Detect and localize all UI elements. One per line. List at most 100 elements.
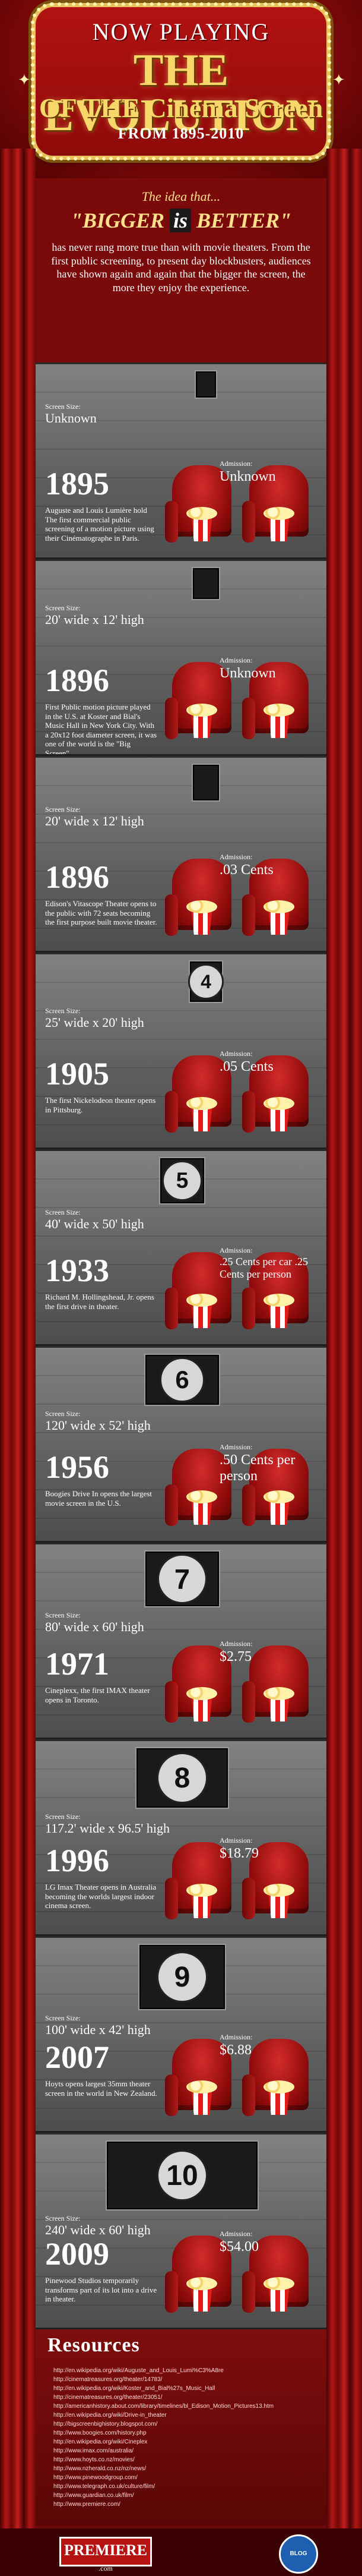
popcorn-kernels-icon	[263, 2277, 294, 2290]
screen-number: 7	[174, 1563, 190, 1595]
partner-logo[interactable]: BLOG	[279, 2534, 318, 2574]
screen-size-value: 80' wide x 60' high	[45, 1619, 144, 1634]
resource-link[interactable]: http://cinematreasures.org/theater/23051…	[53, 2394, 163, 2401]
admission-label: Admission:	[220, 1836, 253, 1844]
projector-beam	[36, 954, 326, 1073]
resource-list: http://en.wikipedia.org/wiki/Auguste_and…	[53, 2366, 315, 2509]
movie-screen: 6	[145, 1355, 219, 1405]
theater-seats	[160, 2027, 326, 2128]
popcorn-icon	[191, 1500, 212, 1525]
projector-beam	[36, 758, 326, 876]
marquee-header: NOW PLAYING THE EVOLUTION OF THE Cinema …	[0, 0, 362, 178]
main-title-line-2: OF THE Cinema Screen	[39, 93, 323, 123]
screen-size-value: 20' wide x 12' high	[45, 814, 144, 828]
admission-value: Unknown	[220, 469, 276, 484]
seat-arm-icon	[165, 2074, 178, 2116]
resource-link[interactable]: http://www.premiere.com/	[53, 2501, 120, 2508]
movie-screen: 5	[160, 1158, 204, 1203]
intro-lead: The idea that...	[141, 189, 221, 204]
popcorn-kernels-icon	[186, 2080, 217, 2093]
resource-link[interactable]: http://www.boogies.com/history.php	[53, 2430, 147, 2436]
resource-link[interactable]: http://en.wikipedia.org/wiki/Cineplex	[53, 2439, 148, 2445]
resource-link[interactable]: http://en.wikipedia.org/wiki/Drive-in_th…	[53, 2412, 167, 2419]
movie-screen: 9	[139, 1945, 225, 2009]
resource-link[interactable]: http://www.nzherald.co.nz/nz/news/	[53, 2465, 147, 2472]
admission-label: Admission:	[220, 853, 253, 861]
resource-link[interactable]: http://www.hoyts.co.nz/movies/	[53, 2457, 135, 2463]
footer: PREMIERE .com BLOG	[0, 2528, 362, 2576]
popcorn-kernels-icon	[186, 507, 217, 520]
resource-link[interactable]: http://www.pinewoodgroup.com/	[53, 2474, 138, 2481]
popcorn-kernels-icon	[186, 2277, 217, 2290]
theater-seats	[160, 650, 326, 751]
screen-number: 4	[201, 970, 211, 992]
resource-link[interactable]: http://www.imax.com/australia/	[53, 2448, 134, 2454]
era-description: Richard M. Hollingshead, Jr. opens the f…	[45, 1292, 154, 1311]
intro-section: The idea that... "BIGGER is BETTER" has …	[36, 178, 326, 362]
seat-arm-icon	[165, 1091, 178, 1133]
admission-value: .25 Cents per car .25 Cents per person	[220, 1256, 308, 1280]
theater-seats	[160, 1634, 326, 1735]
countdown-circle: 4	[188, 964, 224, 999]
popcorn-icon	[268, 2090, 290, 2115]
admission-value: .05 Cents	[220, 1059, 274, 1074]
admission-value: $6.88	[220, 2042, 252, 2058]
countdown-circle: 5	[162, 1161, 202, 1201]
popcorn-kernels-icon	[263, 507, 294, 520]
countdown-circle: 8	[157, 1752, 208, 1803]
popcorn-icon	[268, 713, 290, 738]
screen-size-value: 117.2' wide x 96.5' high	[45, 1821, 170, 1836]
theater-seats	[160, 1043, 326, 1144]
era-section: 7 Screen Size: 80' wide x 60' high 1971 Cine…	[36, 1543, 326, 1741]
era-section: Screen Size: 20' wide x 12' high 1896 Ediso…	[36, 756, 326, 954]
resource-link[interactable]: http://en.wikipedia.org/wiki/Koster_and_…	[53, 2385, 215, 2392]
theater-seats	[160, 2224, 326, 2325]
era-description: First Public motion picture played in th…	[45, 702, 157, 758]
screen-size-label: Screen Size:	[45, 1410, 81, 1418]
resource-link[interactable]: http://bigscreenbighistory.blogspot.com/	[53, 2421, 158, 2427]
marquee-sign	[36, 7, 326, 156]
popcorn-kernels-icon	[186, 1097, 217, 1110]
movie-screen: 8	[136, 1748, 228, 1808]
era-section: 4 Screen Size: 25' wide x 20' high 1905 The …	[36, 953, 326, 1151]
popcorn-kernels-icon	[263, 1490, 294, 1503]
theater-seats	[160, 1830, 326, 1931]
resource-link[interactable]: http://www.guardian.co.uk/film/	[53, 2492, 134, 2499]
era-year: 2009	[45, 2236, 109, 2272]
admission-label: Admission:	[220, 2230, 253, 2238]
screen-size-label: Screen Size:	[45, 1007, 81, 1015]
movie-screen	[193, 765, 219, 800]
popcorn-icon	[191, 2090, 212, 2115]
popcorn-icon	[268, 1500, 290, 1525]
popcorn-kernels-icon	[263, 704, 294, 717]
admission-value: $2.75	[220, 1649, 252, 1664]
popcorn-icon	[268, 1303, 290, 1328]
admission-value: Unknown	[220, 666, 276, 681]
movie-screen	[196, 371, 216, 398]
date-range: FROM 1895-2010	[118, 125, 244, 142]
seat-arm-icon	[242, 1091, 255, 1133]
era-description: The first Nickelodeon theater opens in P…	[45, 1096, 156, 1114]
screen-size-label: Screen Size:	[45, 604, 81, 612]
popcorn-kernels-icon	[263, 2080, 294, 2093]
popcorn-icon	[191, 1697, 212, 1721]
admission-label: Admission:	[220, 1639, 253, 1648]
screen-size-value: 40' wide x 50' high	[45, 1216, 144, 1231]
resource-link[interactable]: http://cinematreasures.org/theater/14783…	[53, 2376, 163, 2383]
era-section: Screen Size: 20' wide x 12' high 1896 First…	[36, 559, 326, 758]
resource-link[interactable]: http://www.telegraph.co.uk/culture/film/	[53, 2483, 155, 2490]
admission-label: Admission:	[220, 2033, 253, 2041]
seat-arm-icon	[165, 1878, 178, 1919]
right-curtain	[326, 149, 362, 2576]
seat-arm-icon	[165, 698, 178, 739]
popcorn-icon	[191, 713, 212, 738]
resource-link[interactable]: http://americanhistory.about.com/library…	[53, 2403, 274, 2410]
screen-size-value: 120' wide x 52' high	[45, 1418, 151, 1433]
era-section: 10 Screen Size: 240' wide x 60' high 2009 Pi…	[36, 2133, 326, 2331]
premiere-logo[interactable]: PREMIERE	[59, 2537, 152, 2566]
seat-arm-icon	[165, 1681, 178, 1723]
era-description: Boogies Drive In opens the largest movie…	[45, 1489, 152, 1508]
admission-value: .50 Cents per person	[220, 1452, 296, 1484]
seat-arm-icon	[165, 1288, 178, 1329]
resource-link[interactable]: http://en.wikipedia.org/wiki/Auguste_and…	[53, 2367, 224, 2374]
